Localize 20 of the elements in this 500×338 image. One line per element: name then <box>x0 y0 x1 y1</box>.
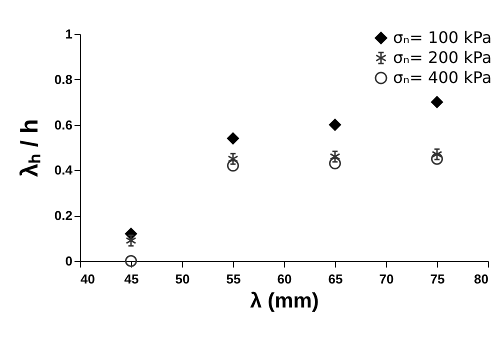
legend-label: σₙ= 200 kPa <box>393 48 492 67</box>
y-tick-label: 1 <box>65 26 72 42</box>
x-tick-label: 70 <box>379 272 394 286</box>
y-tick-label: 0.4 <box>54 162 74 178</box>
x-tick-label: 45 <box>124 272 139 286</box>
y-axis-title: λₕ / h <box>16 118 44 178</box>
y-tick-label: 0.6 <box>54 117 72 132</box>
y-tick-label: 0.8 <box>54 72 72 87</box>
x-tick-label: 50 <box>175 272 190 286</box>
x-tick-label: 40 <box>80 272 95 286</box>
legend-label: σₙ= 400 kPa <box>393 68 492 87</box>
x-tick-label: 55 <box>226 272 241 286</box>
x-axis-title: λ (mm) <box>250 290 319 312</box>
x-tick-label: 75 <box>430 272 445 286</box>
x-tick-label: 65 <box>328 272 343 286</box>
y-tick-label: 0.2 <box>54 208 72 224</box>
legend-label: σₙ= 100 kPa <box>393 28 492 47</box>
x-tick-label: 80 <box>474 272 488 286</box>
x-tick-label: 60 <box>277 272 292 286</box>
y-tick-label: 0 <box>65 254 72 268</box>
